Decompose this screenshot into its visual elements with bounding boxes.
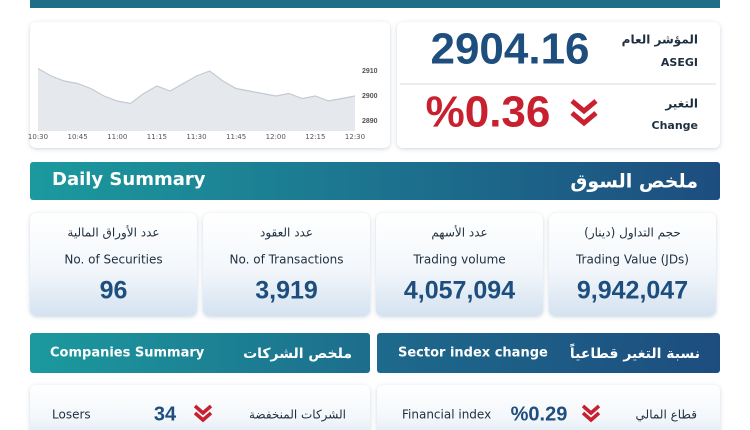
summary-card bbox=[203, 213, 370, 316]
card-label-ar: عدد الأوراق المالية bbox=[67, 225, 159, 241]
sector-title-en: Sector index change bbox=[398, 346, 548, 361]
index-value: 2904.16 bbox=[430, 25, 589, 74]
area bbox=[38, 68, 355, 131]
index-name-ar: المؤشر العام bbox=[622, 33, 698, 48]
line bbox=[37, 67, 356, 105]
card-value: 96 bbox=[100, 277, 128, 305]
card-value: 3,919 bbox=[255, 277, 318, 305]
x-tick-label: 11:30 bbox=[186, 133, 206, 141]
card-value: 4,057,094 bbox=[404, 277, 515, 305]
change-label-ar: التغير bbox=[664, 97, 698, 111]
x-tick-label: 11:45 bbox=[226, 133, 246, 141]
x-tick-label: 10:45 bbox=[68, 133, 88, 141]
summary-card bbox=[376, 213, 543, 316]
x-tick-label: 11:00 bbox=[107, 133, 127, 141]
card-label-ar: عدد الأسهم bbox=[431, 225, 487, 240]
card-label-en: Trading Value (JDs) bbox=[575, 253, 689, 267]
card-label-en: No. of Securities bbox=[64, 253, 162, 267]
x-tick-label: 10:30 bbox=[28, 133, 48, 141]
down-chevron bbox=[581, 411, 601, 423]
row-value: %0.29 bbox=[511, 403, 568, 425]
index-card bbox=[397, 22, 720, 148]
x-tick-label: 12:00 bbox=[266, 133, 286, 141]
down-chevron bbox=[570, 111, 598, 127]
daily-summary-banner bbox=[30, 162, 720, 200]
card-value: 9,942,047 bbox=[577, 277, 688, 305]
card-label-en: Trading volume bbox=[412, 253, 505, 267]
sector-card bbox=[377, 385, 720, 430]
companies-card bbox=[30, 385, 370, 430]
companies-banner bbox=[30, 333, 370, 373]
down-chevron bbox=[193, 411, 213, 423]
y-tick-label: 2910 bbox=[362, 68, 378, 75]
row-label-en: Losers bbox=[52, 408, 91, 422]
down-chevron bbox=[570, 99, 598, 115]
y-tick-label: 2890 bbox=[362, 118, 378, 125]
sector-title-ar: نسبة التغير قطاعياً bbox=[570, 343, 700, 362]
row-label-en: Financial index bbox=[402, 408, 491, 422]
card-label-en: No. of Transactions bbox=[229, 253, 343, 267]
daily-summary-title-en: Daily Summary bbox=[52, 169, 206, 190]
change-label-en: Change bbox=[652, 119, 699, 132]
top-bar bbox=[30, 0, 720, 8]
row-value: 34 bbox=[154, 403, 177, 425]
card-label-ar: عدد العقود bbox=[260, 226, 313, 241]
summary-card bbox=[30, 213, 197, 316]
summary-card bbox=[549, 213, 716, 316]
row-label-ar: الشركات المنخفضة bbox=[249, 408, 346, 423]
card-label-ar: حجم التداول (دينار) bbox=[584, 226, 681, 241]
down-chevron bbox=[581, 404, 601, 416]
row-label-ar: قطاع المالي bbox=[636, 408, 697, 422]
companies-title-ar: ملخص الشركات bbox=[243, 346, 352, 362]
companies-title-en: Companies Summary bbox=[50, 346, 205, 361]
y-tick-label: 2900 bbox=[362, 93, 378, 100]
x-tick-label: 12:30 bbox=[345, 133, 365, 141]
down-chevron bbox=[193, 404, 213, 416]
sector-banner bbox=[377, 333, 720, 373]
x-tick-label: 12:15 bbox=[305, 133, 325, 141]
x-tick-label: 11:15 bbox=[147, 133, 167, 141]
daily-summary-title-ar: ملخص السوق bbox=[570, 171, 698, 193]
change-value: %0.36 bbox=[426, 88, 551, 137]
index-name-en: ASEGI bbox=[661, 56, 698, 69]
